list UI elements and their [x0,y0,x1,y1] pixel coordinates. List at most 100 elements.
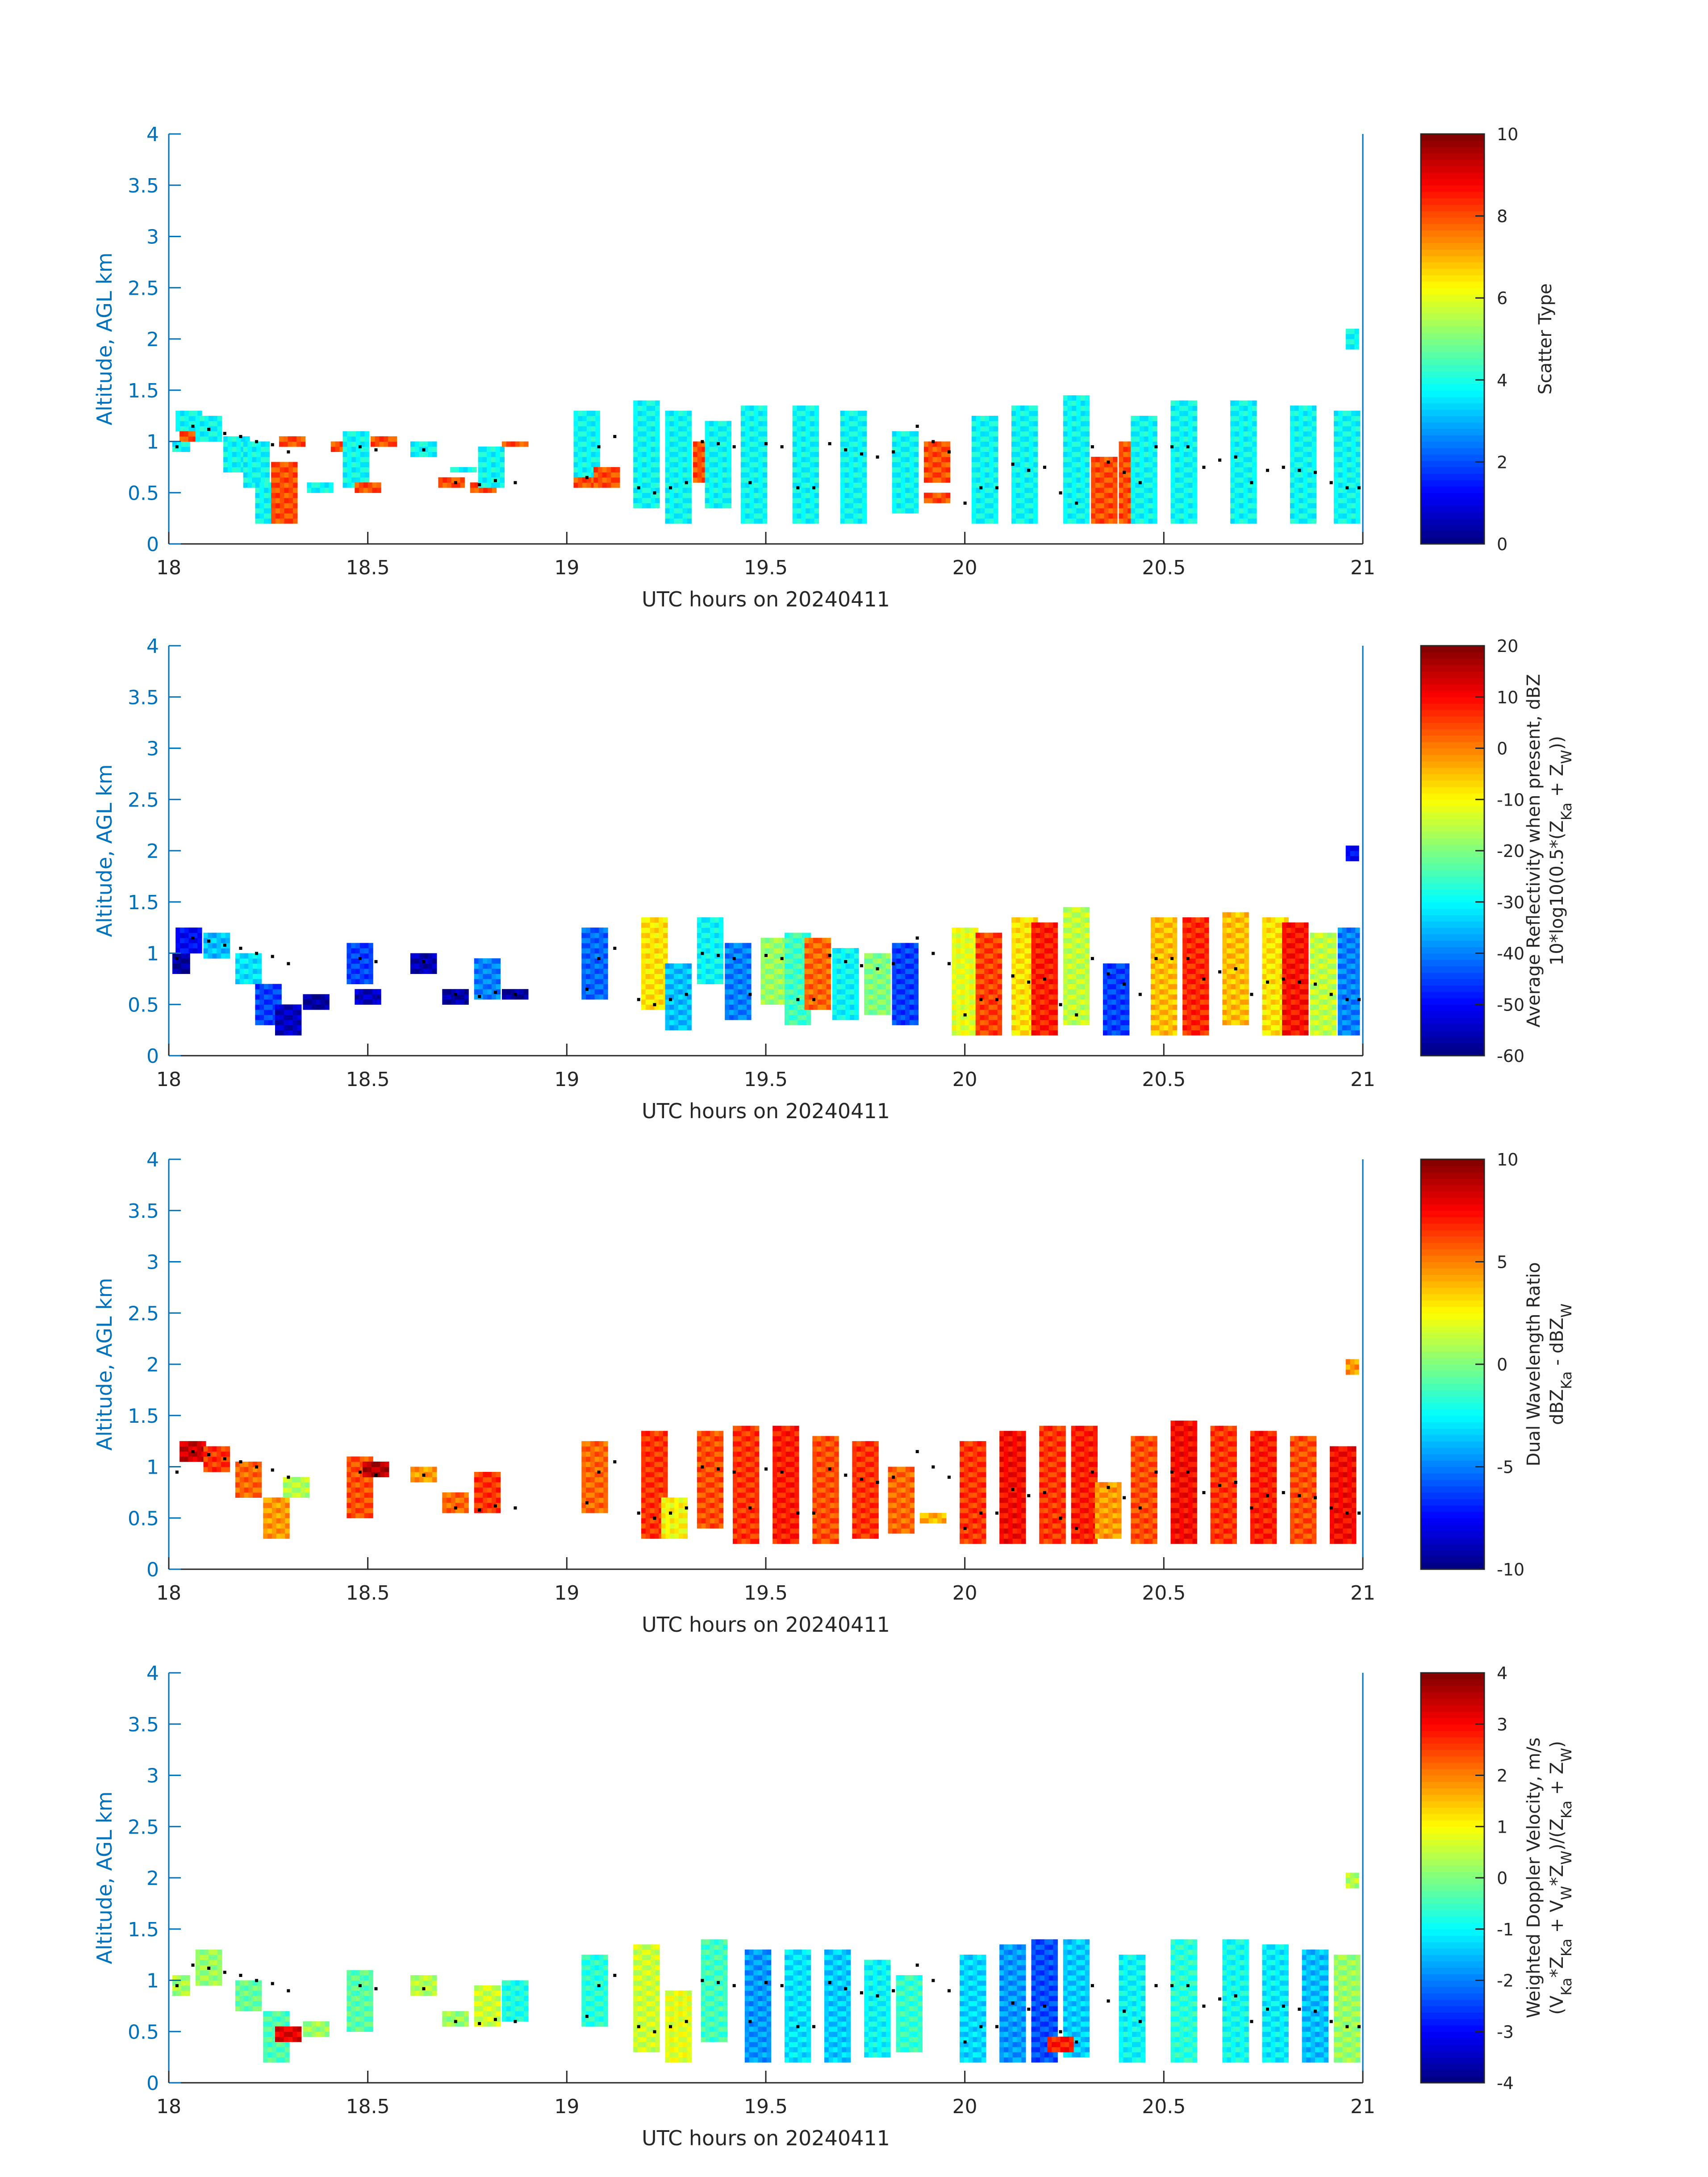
heatmap-cell [797,493,802,498]
heatmap-cell [1048,943,1054,949]
heatmap-cell [235,968,240,974]
heatmap-cell [247,477,252,483]
heatmap-cell [993,978,998,984]
heatmap-cell [969,953,974,959]
heatmap-cell [826,948,831,954]
heatmap-cell [809,994,814,1000]
heatmap-cell [1239,503,1244,509]
heatmap-cell [857,472,863,478]
heatmap-cell [1183,431,1189,437]
heatmap-cell [937,493,942,498]
heatmap-cell [789,948,794,954]
heatmap-cell [844,436,849,442]
heatmap-cell [669,477,674,483]
heatmap-cell [693,451,698,457]
heatmap-cell [633,416,638,422]
heatmap-cell [745,451,750,457]
heatmap-cell [758,503,763,509]
heatmap-cell [586,447,592,452]
heatmap-cell [1095,462,1100,468]
heatmap-cell [347,482,352,488]
heatmap-cell [1248,462,1253,468]
heatmap-cell [1290,503,1295,509]
heatmap-cell [665,974,670,979]
heatmap-cell [1081,431,1086,437]
heatmap-cell [1183,467,1189,472]
heatmap-cell [271,472,276,478]
heatmap-cell [1031,989,1036,994]
heatmap-cell [655,441,660,447]
heatmap-cell [665,513,670,519]
heatmap-cell [798,958,802,964]
heatmap-cell [364,472,369,478]
heatmap-cell [1235,467,1240,472]
heatmap-cell [288,493,293,498]
heatmap-cell [646,477,651,483]
heatmap-cell [1036,1004,1040,1010]
heatmap-cell [1140,467,1144,472]
heatmap-cell [687,421,692,426]
heatmap-cell [638,441,643,447]
heatmap-cell [1148,431,1153,437]
heatmap-cell [687,968,692,974]
heatmap-cell [802,989,807,994]
heatmap-cell [236,436,241,442]
heatmap-cell [980,948,985,954]
heatmap-cell [769,938,774,944]
heatmap-cell [1067,958,1072,964]
heatmap-cell [1011,968,1016,974]
heatmap-cell [718,943,724,949]
heatmap-cell [914,503,919,509]
heatmap-cell [773,968,779,974]
heatmap-cell [804,938,809,944]
heatmap-cell [642,400,647,406]
heatmap-cell [873,958,878,964]
heatmap-cell [682,447,688,452]
heatmap-cell [993,1015,998,1020]
heatmap-cell [1230,426,1235,432]
heatmap-cell [641,963,646,969]
heatmap-cell [905,963,910,969]
heatmap-cell [892,493,897,498]
heatmap-cell [188,410,193,416]
heatmap-cell [1036,943,1040,949]
heatmap-cell [227,436,233,442]
heatmap-cell [969,974,974,979]
heatmap-cell [813,963,818,969]
heatmap-cell [809,938,814,944]
heatmap-cell [797,503,802,509]
heatmap-cell [225,932,230,938]
heatmap-cell [351,953,356,959]
heatmap-cell [956,974,961,979]
heatmap-cell [1020,431,1025,437]
heatmap-cell [351,968,356,974]
heatmap-cell [740,447,746,452]
trace-dot [796,486,800,489]
heatmap-cell [474,958,479,964]
heatmap-cell [789,1015,794,1020]
heatmap-cell [909,508,915,514]
heatmap-cell [355,477,361,483]
heatmap-cell [443,482,447,488]
heatmap-cell [651,487,656,493]
heatmap-cell [595,431,600,437]
heatmap-cell [1183,436,1189,442]
heatmap-cell [1015,989,1021,994]
heatmap-cell [773,943,779,949]
y-tick-label: 3 [146,226,159,249]
heatmap-cell [651,400,656,406]
heatmap-cell [971,508,977,514]
heatmap-cell [826,994,831,1000]
heatmap-cell [1183,462,1189,468]
heatmap-cell [1063,410,1068,416]
heatmap-cell [665,416,670,422]
heatmap-cell [1333,508,1339,514]
heatmap-cell [980,451,985,457]
heatmap-cell [832,1004,837,1010]
heatmap-cell [869,953,873,959]
heatmap-cell [482,472,487,478]
heatmap-cell [801,472,806,478]
heatmap-cell [727,451,731,457]
heatmap-cell [862,497,867,503]
heatmap-cell [844,462,849,468]
